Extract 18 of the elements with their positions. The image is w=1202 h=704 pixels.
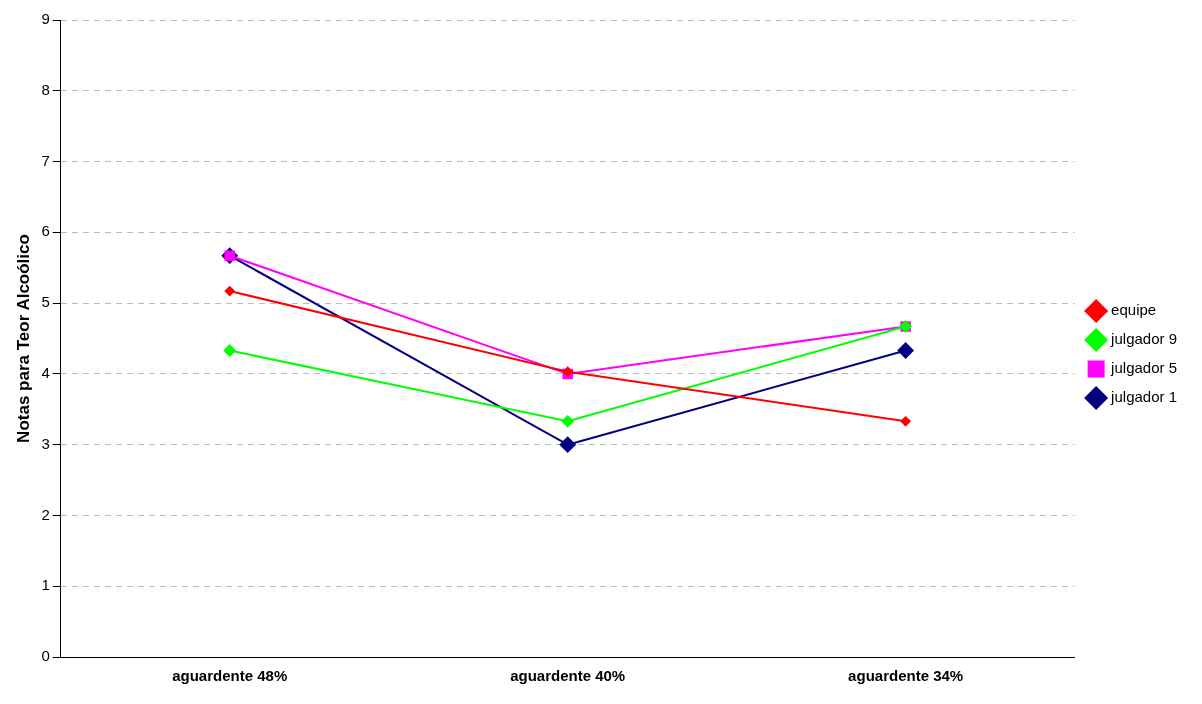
y-tick-label: 3 xyxy=(41,434,50,452)
y-tick-label: 7 xyxy=(41,151,50,169)
legend-label: equipe xyxy=(1111,301,1157,319)
y-axis-title: Notas para Teor Alcoólico xyxy=(13,234,33,443)
y-tick-label: 6 xyxy=(41,222,50,240)
y-tick-label: 1 xyxy=(41,576,50,594)
y-tick-label: 8 xyxy=(41,80,50,98)
legend-label: julgador 1 xyxy=(1110,388,1178,406)
y-tick-label: 0 xyxy=(41,647,50,665)
x-tick-label: aguardente 40% xyxy=(510,667,626,685)
x-tick-label: aguardente 34% xyxy=(848,667,964,685)
y-tick-label: 5 xyxy=(41,293,50,311)
legend-label: julgador 5 xyxy=(1110,359,1178,377)
x-tick-label: aguardente 48% xyxy=(172,667,288,685)
y-tick-label: 4 xyxy=(41,364,50,382)
legend-label: julgador 9 xyxy=(1110,330,1178,348)
y-tick-label: 2 xyxy=(41,505,50,523)
y-tick-label: 9 xyxy=(41,10,50,28)
